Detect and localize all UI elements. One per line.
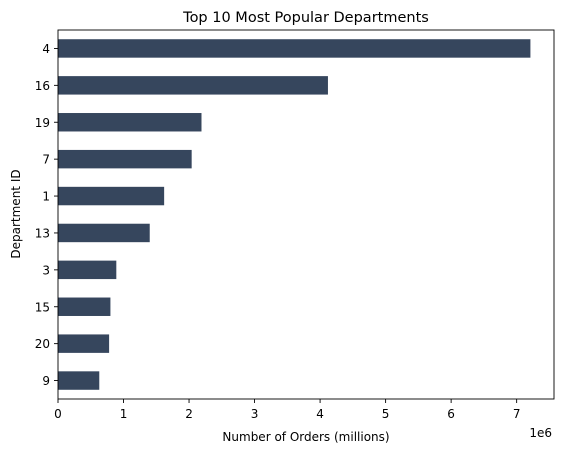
bar-department-7 [58,150,192,168]
bar-department-1 [58,187,164,205]
bars-group [58,39,530,390]
x-tick-label: 2 [185,407,193,421]
x-tick-label: 5 [382,407,390,421]
y-axis-ticks: 4 16 19 7 1 13 3 15 20 9 [35,42,58,388]
bar-department-16 [58,76,328,94]
bar-department-19 [58,113,201,131]
chart-title: Top 10 Most Popular Departments [182,10,429,26]
y-axis-label: Department ID [9,169,23,258]
y-tick-label: 15 [35,300,50,314]
x-tick-label: 3 [251,407,259,421]
y-tick-label: 16 [35,79,50,93]
bar-department-20 [58,334,109,352]
x-tick-label: 7 [513,407,521,421]
bar-department-13 [58,224,150,242]
y-tick-label: 19 [35,116,50,130]
x-tick-label: 6 [447,407,455,421]
x-axis-label: Number of Orders (millions) [222,430,389,444]
bar-department-9 [58,371,99,389]
y-tick-label: 13 [35,226,50,240]
y-tick-label: 7 [42,153,50,167]
bar-department-3 [58,261,116,279]
bar-department-4 [58,39,530,57]
y-tick-label: 1 [42,190,50,204]
x-tick-label: 0 [54,407,62,421]
y-tick-label: 9 [42,374,50,388]
x-axis-ticks: 0 1 2 3 4 5 6 7 [54,399,520,421]
y-tick-label: 20 [35,337,50,351]
y-tick-label: 3 [42,263,50,277]
x-tick-label: 1 [120,407,128,421]
bar-department-15 [58,298,110,316]
x-tick-label: 4 [316,407,324,421]
x-axis-offset-label: 1e6 [529,426,552,440]
y-tick-label: 4 [42,42,50,56]
